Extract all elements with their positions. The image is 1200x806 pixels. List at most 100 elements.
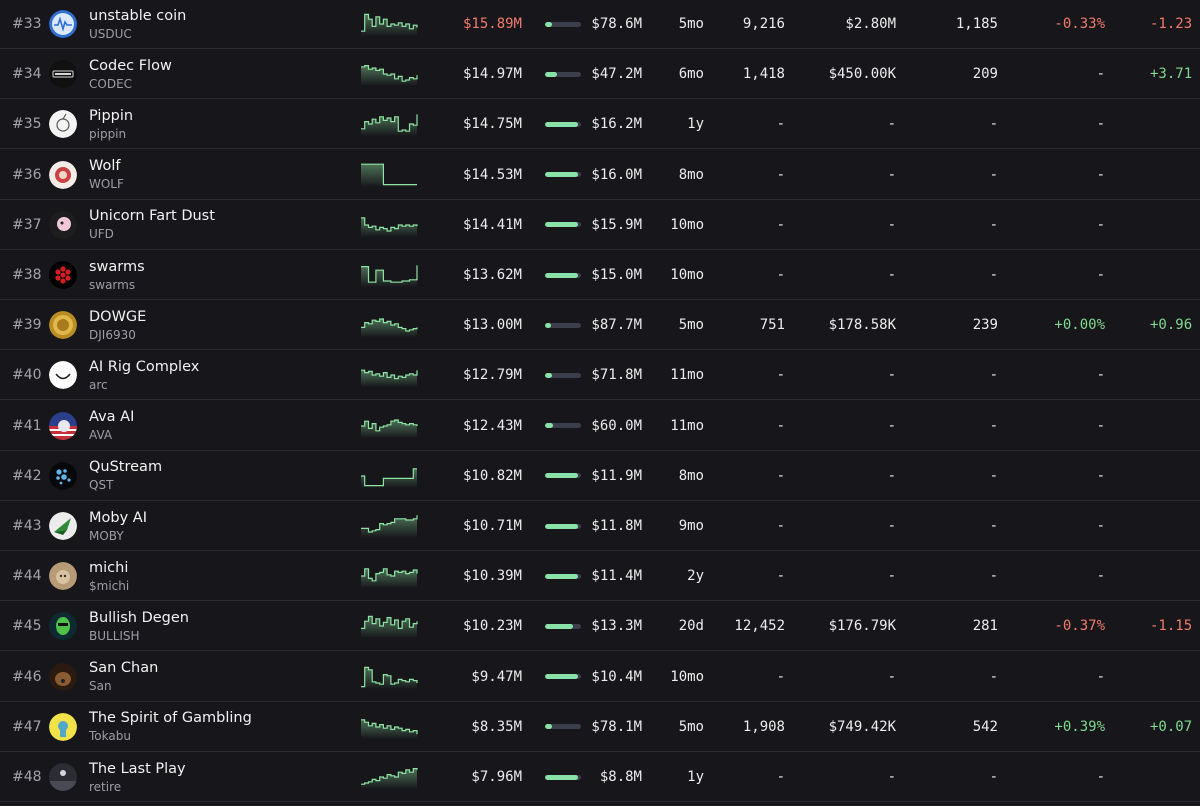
token-name[interactable]: michi bbox=[89, 559, 129, 576]
change-2-value bbox=[1150, 451, 1200, 501]
makers-value: 239 bbox=[972, 317, 998, 334]
change-2-value: -1.15 bbox=[1150, 618, 1193, 635]
token-name-block[interactable]: Pippin pippin bbox=[89, 99, 349, 149]
token-name-block[interactable]: unstable coin USDUC bbox=[89, 0, 349, 49]
table-row[interactable]: #44 michi $michi $10.39M $11.4M 2y - - -… bbox=[0, 551, 1200, 602]
makers-value: - bbox=[989, 568, 998, 585]
token-name[interactable]: San Chan bbox=[89, 660, 159, 677]
whale-logo-icon bbox=[49, 512, 77, 540]
fdv-value: $8.8M bbox=[599, 769, 642, 785]
sparkline-area bbox=[361, 568, 417, 589]
table-row[interactable]: #38 swarms swarms $13.62M $15.0M 10mo - … bbox=[0, 250, 1200, 300]
fdv-value: $16.0M bbox=[591, 166, 642, 183]
age-value: 1y bbox=[687, 116, 704, 133]
table-row[interactable]: #41 Ava AI AVA $12.43M $60.0M 11mo - - -… bbox=[0, 401, 1200, 451]
sparkline bbox=[360, 49, 418, 99]
unicorn-avatar-icon bbox=[49, 210, 77, 239]
token-name-block[interactable]: Moby AI MOBY bbox=[89, 501, 349, 551]
table-row[interactable]: #46 San Chan San $9.47M $10.4M 10mo - - … bbox=[0, 652, 1200, 702]
codec-logo-icon bbox=[49, 60, 77, 89]
table-row[interactable]: #37 Unicorn Fart Dust UFD $14.41M $15.9M… bbox=[0, 200, 1200, 250]
change-2-value bbox=[1150, 200, 1200, 250]
token-name[interactable]: Bullish Degen bbox=[89, 609, 189, 626]
table-row[interactable]: #34 Codec Flow CODEC $14.97M $47.2M 6mo … bbox=[0, 49, 1200, 100]
token-name[interactable]: AI Rig Complex bbox=[89, 358, 200, 375]
sparkline-line bbox=[361, 318, 418, 332]
age-value: 5mo bbox=[678, 16, 704, 32]
token-name[interactable]: Ava AI bbox=[89, 409, 135, 426]
market-cap: $10.23M bbox=[462, 618, 522, 635]
night-scene-avatar-icon bbox=[49, 763, 77, 791]
table-row[interactable]: #39 DOWGE DJI6930 $13.00M $87.7M 5mo 751… bbox=[0, 300, 1200, 351]
supply-bar bbox=[545, 49, 583, 99]
token-name-block[interactable]: Ava AI AVA bbox=[89, 401, 349, 451]
table-row[interactable]: #47 The Spirit of Gambling Tokabu $8.35M… bbox=[0, 702, 1200, 752]
supply-bar bbox=[545, 601, 583, 651]
token-name[interactable]: unstable coin bbox=[89, 7, 187, 24]
rank-label: #38 bbox=[12, 267, 42, 283]
token-name-block[interactable]: swarms swarms bbox=[89, 250, 349, 300]
token-name-block[interactable]: San Chan San bbox=[89, 652, 349, 702]
table-row[interactable]: #43 Moby AI MOBY $10.71M $11.8M 9mo - - … bbox=[0, 501, 1200, 551]
sparkline-area bbox=[361, 719, 417, 739]
change-2-value: +0.96 bbox=[1150, 317, 1193, 334]
table-row[interactable]: #36 Wolf WOLF $14.53M $16.0M 8mo - - - - bbox=[0, 150, 1200, 200]
supply-bar bbox=[545, 99, 583, 149]
token-name[interactable]: Unicorn Fart Dust bbox=[89, 208, 215, 225]
makers-value: - bbox=[989, 668, 998, 685]
txns-value: 751 bbox=[759, 317, 785, 334]
token-name-block[interactable]: Wolf WOLF bbox=[89, 150, 349, 200]
token-name[interactable]: swarms bbox=[89, 258, 145, 275]
sparkline bbox=[360, 551, 418, 601]
token-name-block[interactable]: The Spirit of Gambling Tokabu bbox=[89, 702, 349, 752]
table-row[interactable]: #33 unstable coin USDUC $15.89M $78.6M 5… bbox=[0, 0, 1200, 49]
sparkline bbox=[360, 451, 418, 501]
token-name[interactable]: The Spirit of Gambling bbox=[89, 710, 252, 727]
table-row[interactable]: #40 AI Rig Complex arc $12.79M $71.8M 11… bbox=[0, 350, 1200, 401]
wolf-avatar-icon bbox=[49, 160, 77, 189]
token-name[interactable]: The Last Play bbox=[89, 760, 186, 777]
token-symbol: USDUC bbox=[89, 26, 132, 41]
white-smile-logo-icon bbox=[49, 361, 77, 390]
sparkline-area bbox=[361, 419, 417, 438]
token-name-block[interactable]: The Last Play retire bbox=[89, 752, 349, 802]
sparkline-area bbox=[361, 217, 417, 237]
token-name-block[interactable]: QuStream QST bbox=[89, 451, 349, 501]
token-name-block[interactable]: Unicorn Fart Dust UFD bbox=[89, 200, 349, 250]
token-name[interactable]: QuStream bbox=[89, 459, 163, 476]
supply-bar bbox=[545, 401, 583, 451]
sparkline-area bbox=[361, 319, 417, 338]
sparkline bbox=[360, 250, 418, 300]
token-name-block[interactable]: DOWGE DJI6930 bbox=[89, 300, 349, 350]
rank-label: #47 bbox=[12, 718, 42, 735]
table-row[interactable]: #48 The Last Play retire $7.96M $8.8M 1y… bbox=[0, 752, 1200, 802]
volume-value: $450.00K bbox=[828, 66, 896, 83]
sparkline-area bbox=[361, 768, 417, 789]
supply-bar bbox=[545, 300, 583, 350]
token-name[interactable]: Codec Flow bbox=[89, 57, 172, 74]
token-name-block[interactable]: AI Rig Complex arc bbox=[89, 350, 349, 400]
txns-value: - bbox=[776, 216, 785, 233]
sparkline bbox=[360, 501, 418, 551]
table-row[interactable]: #42 QuStream QST $10.82M $11.9M 8mo - - … bbox=[0, 451, 1200, 501]
market-cap: $12.79M bbox=[462, 367, 522, 384]
age-value: 11mo bbox=[670, 417, 704, 434]
sparkline-line bbox=[361, 265, 418, 283]
table-row[interactable]: #45 Bullish Degen BULLISH $10.23M $13.3M… bbox=[0, 601, 1200, 652]
table-row[interactable]: #35 Pippin pippin $14.75M $16.2M 1y - - … bbox=[0, 99, 1200, 150]
age-value: 5mo bbox=[678, 718, 704, 735]
rank-label: #42 bbox=[12, 467, 42, 484]
token-name[interactable]: Wolf bbox=[89, 158, 121, 175]
token-name-block[interactable]: Bullish Degen BULLISH bbox=[89, 601, 349, 651]
token-name-block[interactable]: michi $michi bbox=[89, 551, 349, 601]
token-name-block[interactable]: Codec Flow CODEC bbox=[89, 49, 349, 99]
sparkline-line bbox=[361, 666, 418, 687]
token-name[interactable]: Moby AI bbox=[89, 509, 147, 526]
heartbeat-logo-icon bbox=[49, 10, 77, 38]
token-name[interactable]: Pippin bbox=[89, 107, 134, 124]
token-name[interactable]: DOWGE bbox=[89, 308, 147, 325]
change-1-value: +0.00% bbox=[1054, 317, 1105, 334]
change-1-value: - bbox=[1096, 216, 1105, 233]
flag-avatar-icon bbox=[49, 411, 77, 440]
